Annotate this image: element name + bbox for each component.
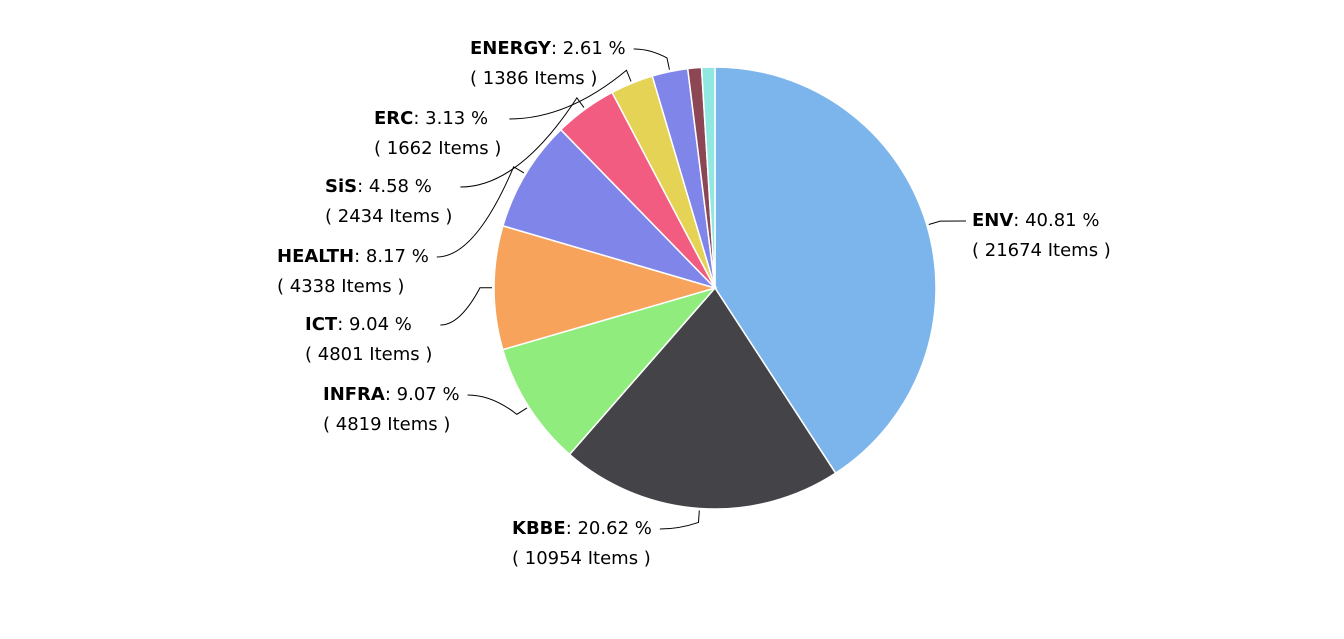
connector bbox=[436, 166, 525, 258]
label-separator: : bbox=[413, 108, 425, 129]
label-value: 2.61 % bbox=[563, 38, 626, 59]
data-label: KBBE: 20.62 % bbox=[512, 518, 652, 539]
label-separator: : bbox=[566, 518, 578, 539]
label-name: KBBE bbox=[512, 518, 566, 539]
label-name: ICT bbox=[305, 314, 338, 335]
label-separator: : bbox=[385, 384, 397, 405]
connector bbox=[440, 287, 493, 326]
item-label: ( 21674 Items ) bbox=[972, 240, 1111, 261]
item-label: ( 1662 Items ) bbox=[374, 138, 501, 159]
connector bbox=[633, 48, 670, 70]
connector bbox=[460, 97, 585, 188]
connector bbox=[659, 510, 700, 530]
label-value: 8.17 % bbox=[366, 246, 429, 267]
item-label: ( 4338 Items ) bbox=[277, 276, 404, 297]
data-label: ERC: 3.13 % bbox=[374, 108, 488, 129]
connector bbox=[928, 220, 967, 225]
connector bbox=[467, 394, 528, 415]
label-name: ERC bbox=[374, 108, 413, 129]
pie-slice bbox=[502, 128, 718, 290]
label-name: INFRA bbox=[323, 384, 385, 405]
item-label: ( 4819 Items ) bbox=[323, 414, 450, 435]
label-name: ENV bbox=[972, 210, 1013, 231]
label-value: 3.13 % bbox=[425, 108, 488, 129]
label-separator: : bbox=[337, 314, 349, 335]
label-value: 9.04 % bbox=[349, 314, 412, 335]
connector bbox=[509, 69, 632, 120]
data-label: ICT: 9.04 % bbox=[305, 314, 412, 335]
label-value: 4.58 % bbox=[369, 176, 432, 197]
pie-slice bbox=[700, 66, 716, 289]
data-label: ENV: 40.81 % bbox=[972, 210, 1099, 231]
data-label: ENERGY: 2.61 % bbox=[470, 38, 626, 59]
label-value: 20.62 % bbox=[577, 518, 651, 539]
label-separator: : bbox=[357, 176, 369, 197]
label-name: HEALTH bbox=[277, 246, 354, 267]
label-value: 40.81 % bbox=[1025, 210, 1099, 231]
label-name: ENERGY bbox=[470, 38, 552, 59]
label-separator: : bbox=[551, 38, 563, 59]
pie-slice bbox=[568, 286, 837, 510]
data-label: HEALTH: 8.17 % bbox=[277, 246, 429, 267]
label-value: 9.07 % bbox=[397, 384, 460, 405]
item-label: ( 10954 Items ) bbox=[512, 548, 651, 569]
data-label: SiS: 4.58 % bbox=[325, 176, 432, 197]
label-separator: : bbox=[354, 246, 366, 267]
pie-slice bbox=[501, 286, 718, 456]
item-label: ( 1386 Items ) bbox=[470, 68, 597, 89]
label-name: SiS bbox=[325, 176, 357, 197]
data-label: INFRA: 9.07 % bbox=[323, 384, 460, 405]
item-label: ( 2434 Items ) bbox=[325, 206, 452, 227]
label-separator: : bbox=[1013, 210, 1025, 231]
pie-slice bbox=[493, 224, 718, 351]
item-label: ( 4801 Items ) bbox=[305, 344, 432, 365]
